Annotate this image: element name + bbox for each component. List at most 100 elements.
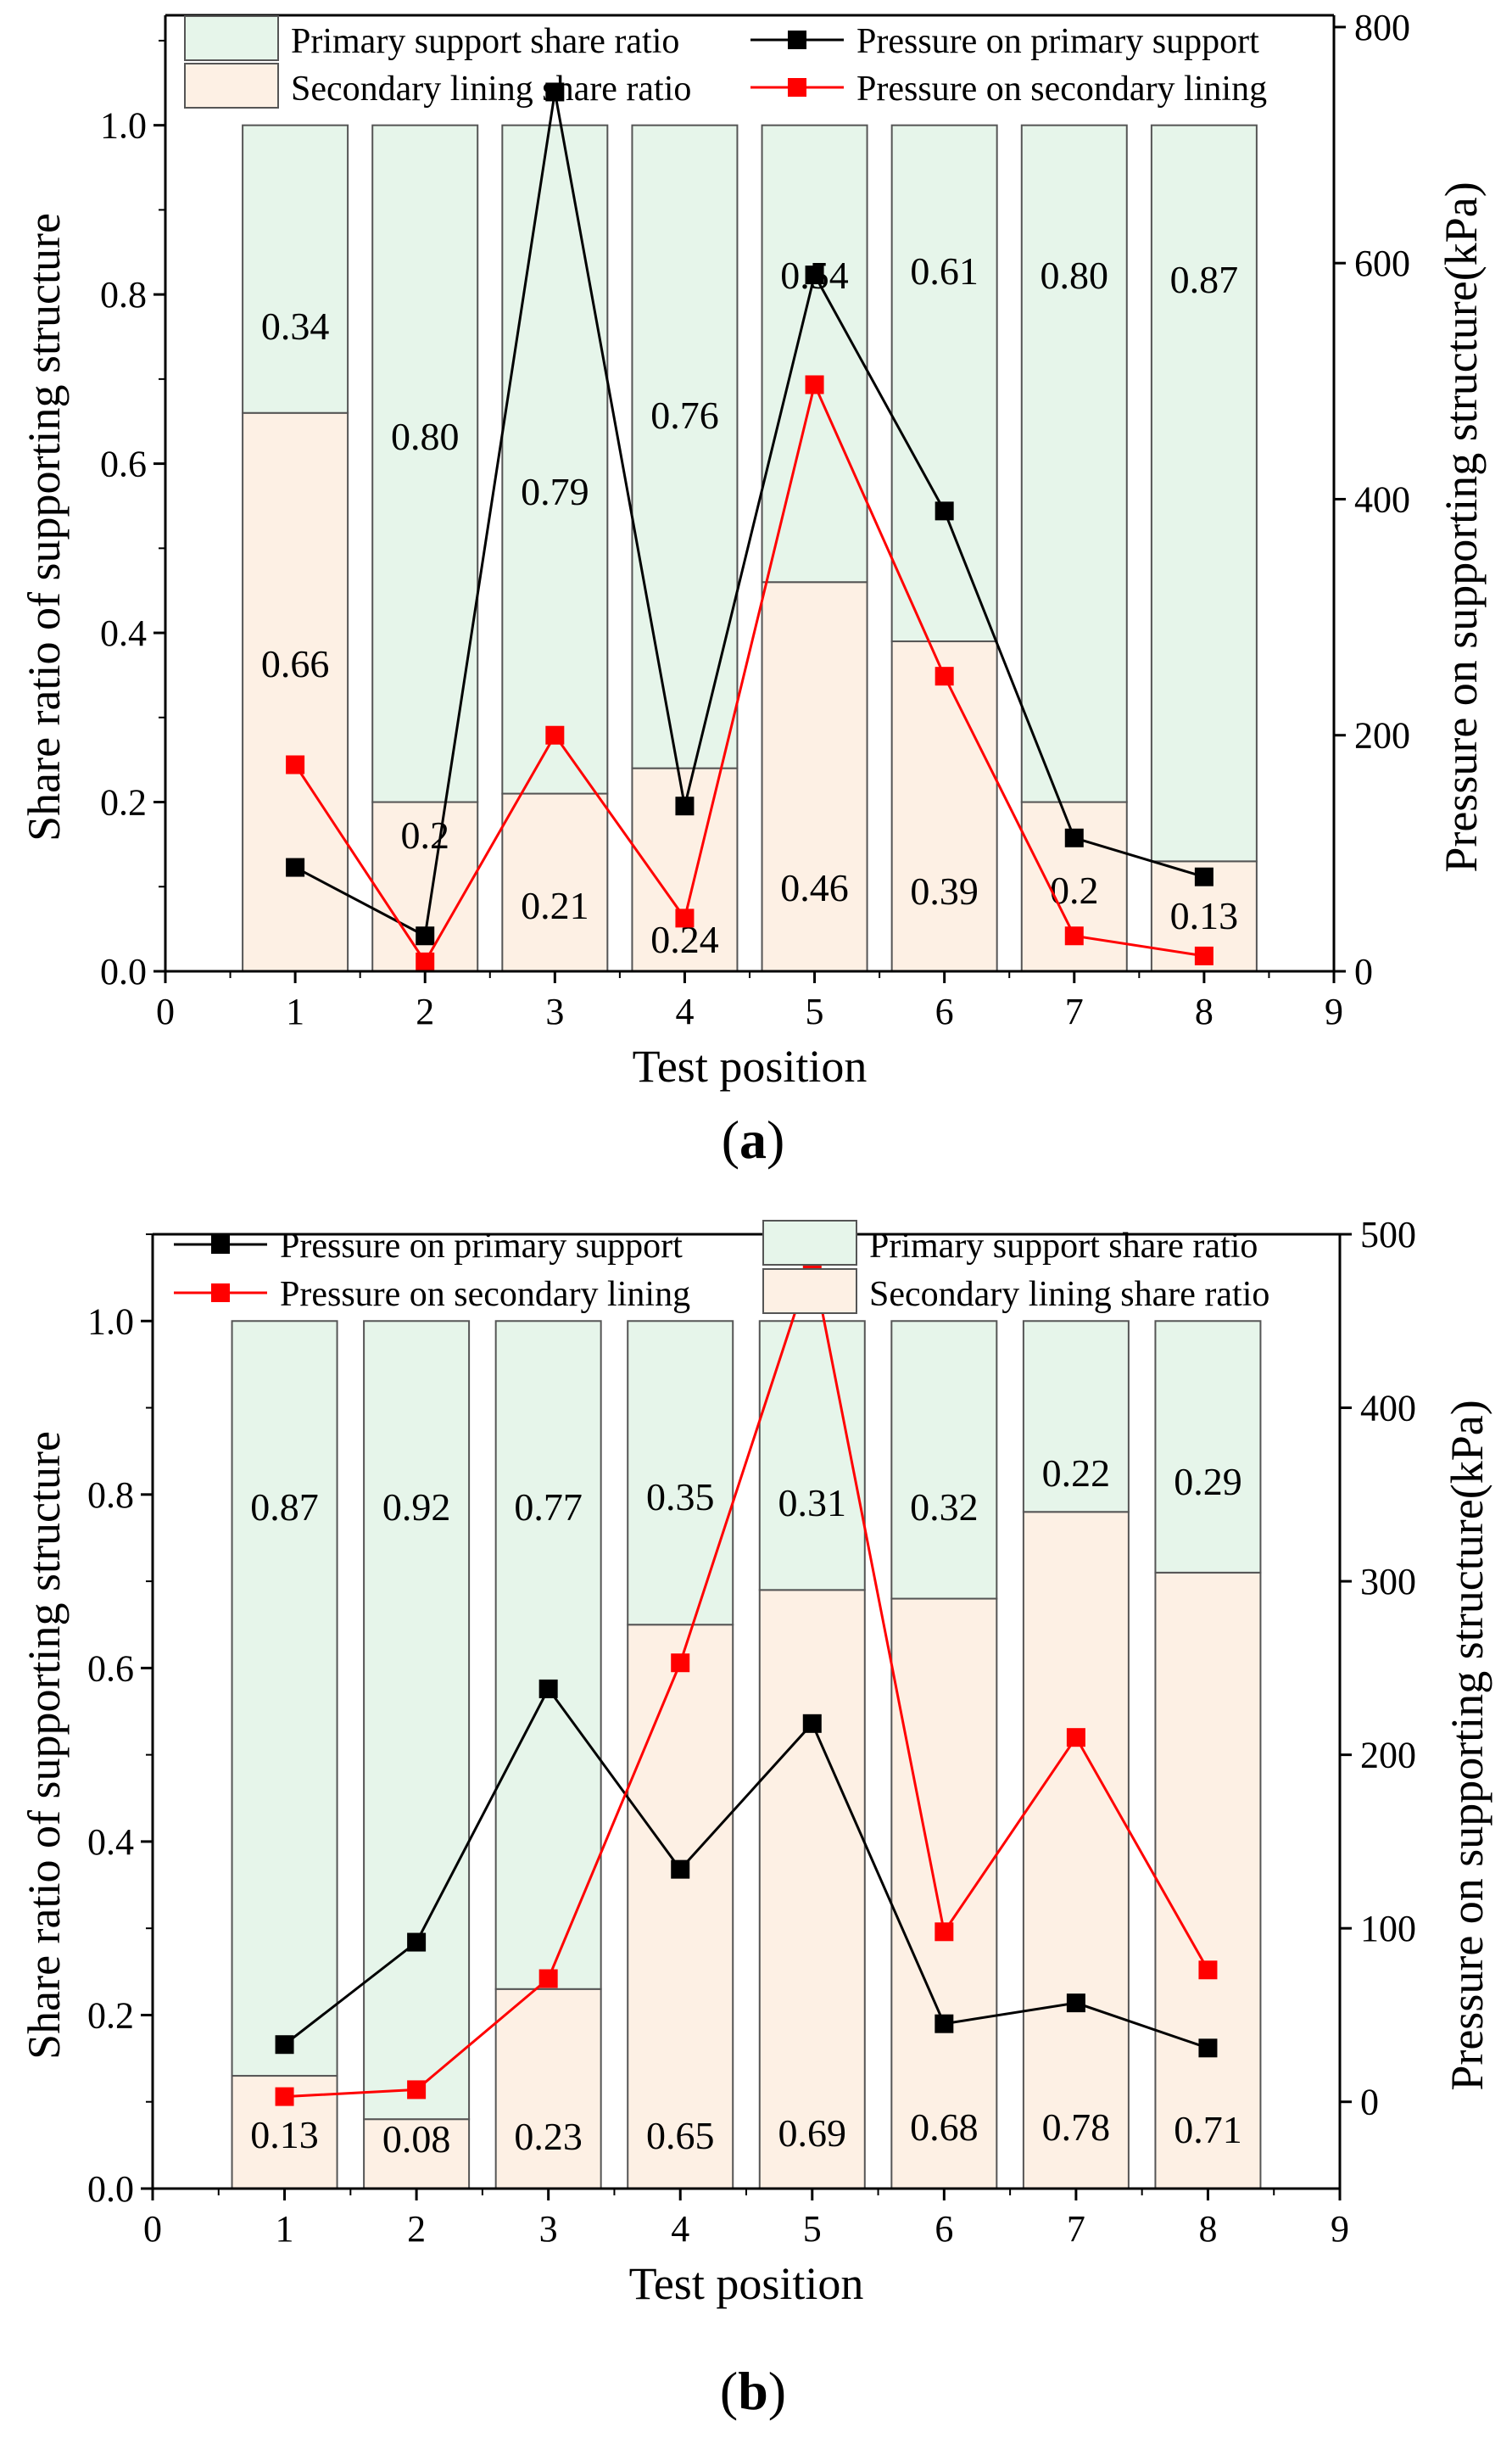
data-label-secondary-share: 0.21 — [521, 884, 589, 927]
pressure-primary-point — [805, 266, 824, 285]
data-label-secondary-share: 0.13 — [250, 2113, 319, 2156]
bar-secondary-share — [1022, 1511, 1130, 2190]
data-label-primary-share: 0.79 — [521, 470, 589, 513]
data-label-primary-share: 0.87 — [250, 1485, 319, 1529]
y-tick-label: 0.6 — [87, 1647, 134, 1689]
data-label-primary-share: 0.34 — [261, 305, 330, 348]
data-label-primary-share: 0.32 — [910, 1485, 979, 1529]
legend-label-primary-share: Primary support share ratio — [291, 22, 679, 61]
legend-marker-primary-pressure — [211, 1235, 230, 1254]
x-tick-label: 1 — [286, 991, 304, 1032]
y2-tick-label: 200 — [1354, 715, 1410, 757]
bar-primary-share — [890, 124, 998, 643]
pressure-secondary-point — [545, 725, 565, 745]
data-label-primary-share: 0.92 — [382, 1485, 451, 1529]
y-tick-label: 0.2 — [100, 782, 147, 824]
bar-secondary-share — [761, 581, 868, 972]
data-label-secondary-share: 0.69 — [778, 2111, 847, 2155]
x-tick-label: 7 — [1065, 991, 1084, 1032]
bar-primary-share — [627, 1320, 734, 1626]
y2-axis-title: Pressure on supporting structure(kPa) — [1436, 182, 1487, 872]
bar-secondary-share — [890, 1597, 998, 2189]
legend-label-secondary-share: Secondary lining share ratio — [291, 70, 691, 109]
y2-tick-label: 200 — [1360, 1735, 1416, 1776]
pressure-secondary-point — [407, 2080, 427, 2100]
bar-secondary-share — [242, 411, 349, 972]
bar-primary-share — [371, 124, 479, 803]
x-tick-label: 4 — [671, 2208, 689, 2250]
pressure-primary-point — [1066, 1993, 1085, 2013]
data-label-primary-share: 0.87 — [1170, 258, 1239, 301]
bar-secondary-share — [494, 1988, 602, 2189]
bar-primary-share — [1022, 1320, 1130, 1513]
x-tick-label: 9 — [1331, 2208, 1349, 2250]
bar-secondary-share — [890, 640, 998, 972]
x-tick-label: 2 — [416, 991, 434, 1032]
x-tick-label: 8 — [1195, 991, 1214, 1032]
pressure-primary-point — [935, 501, 954, 521]
y-tick-label: 1.0 — [87, 1300, 134, 1342]
bar-primary-share — [501, 124, 609, 795]
chart-b: 0.870.130.920.080.770.230.350.650.310.69… — [19, 1214, 1492, 2421]
chart-a: 0.340.660.800.20.790.210.760.240.540.460… — [19, 7, 1487, 1170]
bar-secondary-share — [758, 1589, 866, 2189]
pressure-secondary-point — [538, 1969, 558, 1988]
x-tick-label: 7 — [1067, 2208, 1085, 2250]
data-label-secondary-share: 0.2 — [1050, 869, 1099, 912]
legend-swatch-secondary-share — [762, 1268, 857, 1314]
x-tick-label: 6 — [935, 991, 954, 1032]
pressure-primary-line — [283, 1686, 1208, 2049]
data-label-secondary-share: 0.66 — [261, 642, 330, 685]
y-tick-label: 0.2 — [87, 1994, 134, 2036]
legend-marker-secondary-pressure — [211, 1283, 230, 1302]
legend-swatch-primary-share — [184, 15, 279, 61]
legend-marker-secondary-pressure — [788, 78, 806, 97]
data-label-primary-share: 0.80 — [1041, 254, 1109, 297]
pressure-primary-point — [416, 926, 435, 946]
bar-primary-share — [1150, 124, 1258, 863]
pressure-secondary-point — [275, 2087, 294, 2106]
legend-marker-primary-pressure — [788, 31, 806, 49]
y2-tick-label: 400 — [1354, 478, 1410, 520]
x-tick-label: 0 — [156, 991, 175, 1032]
bar-primary-share — [242, 124, 349, 414]
bar-primary-share — [231, 1320, 338, 2077]
legend-label-secondary-pressure: Pressure on secondary lining — [856, 70, 1267, 109]
pressure-secondary-point — [935, 667, 954, 686]
y-tick-label: 0.8 — [87, 1474, 134, 1516]
pressure-secondary-point — [1064, 926, 1084, 946]
y-tick-label: 0.6 — [100, 444, 147, 485]
legend-swatch-primary-share — [762, 1220, 857, 1266]
data-label-secondary-share: 0.71 — [1174, 2108, 1242, 2151]
data-label-secondary-share: 0.13 — [1170, 894, 1239, 937]
x-tick-label: 9 — [1325, 991, 1343, 1032]
x-tick-label: 4 — [675, 991, 694, 1032]
pressure-primary-point — [802, 1714, 822, 1733]
pressure-primary-point — [1194, 867, 1214, 886]
pressure-secondary-point — [1198, 1960, 1218, 1980]
panel-label-a: (a) — [722, 1110, 785, 1170]
pressure-primary-point — [275, 2035, 294, 2055]
pressure-secondary-point — [1194, 946, 1214, 965]
legend-label-secondary-pressure: Pressure on secondary lining — [280, 1275, 690, 1314]
legend-label-primary-share: Primary support share ratio — [869, 1227, 1258, 1266]
pressure-primary-point — [671, 1859, 690, 1879]
pressure-secondary-point — [1066, 1728, 1085, 1747]
pressure-primary-point — [935, 2014, 954, 2033]
data-label-primary-share: 0.31 — [778, 1481, 847, 1524]
x-tick-label: 5 — [806, 991, 824, 1032]
x-tick-label: 0 — [143, 2208, 162, 2250]
y-axis-title: Share ratio of supporting structure — [19, 1431, 70, 2060]
pressure-secondary-line — [284, 1255, 1209, 2099]
y-tick-label: 0.8 — [100, 274, 147, 316]
x-axis-title: Test position — [629, 2258, 864, 2309]
x-tick-label: 8 — [1198, 2208, 1217, 2250]
bar-primary-share — [494, 1320, 602, 1990]
data-label-primary-share: 0.61 — [910, 249, 979, 293]
y2-tick-label: 500 — [1360, 1214, 1416, 1255]
data-label-secondary-share: 0.46 — [780, 866, 849, 909]
pressure-primary-point — [407, 1932, 427, 1952]
bar-primary-share — [758, 1320, 866, 1591]
y2-tick-label: 100 — [1360, 1908, 1416, 1949]
